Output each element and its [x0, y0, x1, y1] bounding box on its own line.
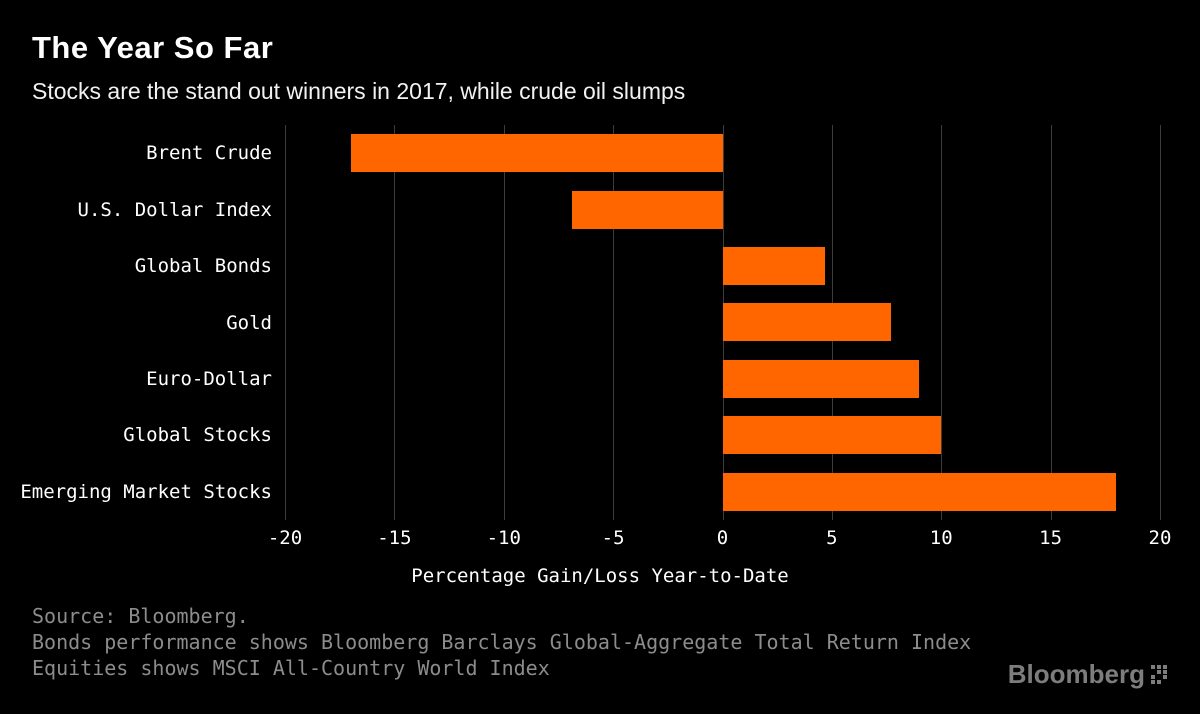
gridline [503, 125, 505, 520]
category-label: Global Stocks [123, 424, 272, 447]
x-tick-label: -5 [601, 527, 625, 549]
gridline [285, 125, 286, 520]
category-label: U.S. Dollar Index [77, 198, 272, 221]
x-axis-ticks: -20 -15 -10 -5 0 5 10 15 20 [268, 527, 1172, 551]
bloomberg-logo-icon [1151, 664, 1167, 684]
x-tick-label: 10 [929, 527, 953, 549]
bar-global-stocks [722, 416, 942, 455]
x-tick-label: -20 [267, 527, 303, 549]
gridline [613, 125, 615, 520]
bar-emerging-market-stocks [722, 472, 1117, 511]
category-label: Global Bonds [134, 255, 272, 278]
category-label: Gold [226, 311, 272, 334]
x-tick-label: 20 [1148, 527, 1172, 549]
source-note: Source: Bloomberg. Bonds performance sho… [32, 603, 971, 681]
chart-subtitle: Stocks are the stand out winners in 2017… [32, 78, 686, 104]
bar-row [285, 125, 1160, 181]
source-line: Equities shows MSCI All-Country World In… [32, 656, 550, 680]
gridline [1050, 125, 1052, 520]
bar-brent-crude [350, 134, 723, 173]
category-labels: Brent Crude U.S. Dollar Index Global Bonds… [0, 125, 272, 520]
x-tick-label: 15 [1039, 527, 1063, 549]
bar-row [285, 181, 1160, 237]
x-tick-label: -10 [486, 527, 521, 549]
source-line: Source: Bloomberg. [32, 604, 249, 628]
gridline [1160, 125, 1161, 520]
bloomberg-logo: Bloomberg [1008, 659, 1168, 690]
bar-row [285, 294, 1160, 350]
bar-euro-dollar [722, 359, 920, 398]
x-tick-label: 5 [826, 527, 838, 549]
bar-row [285, 238, 1160, 294]
x-axis-label: Percentage Gain/Loss Year-to-Date [411, 565, 789, 587]
bar-gold [722, 303, 891, 342]
bar-row [285, 464, 1160, 520]
bar-row [285, 407, 1160, 463]
x-tick-label: -15 [377, 527, 412, 549]
gridline [941, 125, 943, 520]
bar-u-s-dollar-index [571, 190, 723, 229]
x-tick-label: 0 [716, 527, 729, 549]
chart-title: The Year So Far [32, 30, 274, 65]
category-label: Emerging Market Stocks [20, 480, 272, 503]
category-label: Euro-Dollar [146, 367, 272, 390]
bloomberg-logo-text: Bloomberg [1007, 659, 1145, 689]
source-line: Bonds performance shows Bloomberg Barcla… [32, 630, 972, 654]
gridline [394, 125, 396, 520]
bar-row [285, 351, 1160, 407]
plot-area [285, 125, 1161, 520]
category-label: Brent Crude [146, 142, 272, 165]
bar-global-bonds [722, 247, 826, 286]
